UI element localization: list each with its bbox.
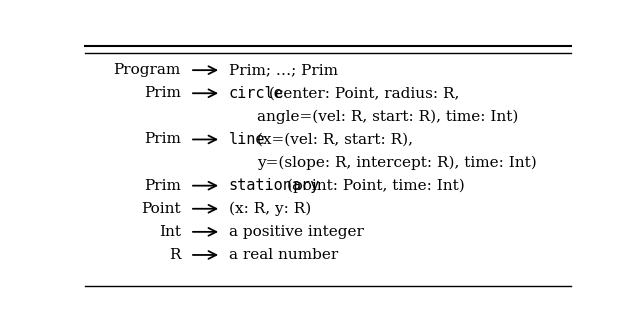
Text: (point: Point, time: Int): (point: Point, time: Int) — [287, 178, 465, 193]
Text: (center: Point, radius: R,: (center: Point, radius: R, — [264, 86, 459, 100]
Text: (x: R, y: R): (x: R, y: R) — [229, 202, 311, 216]
Text: Prim; …; Prim: Prim; …; Prim — [229, 63, 338, 77]
Text: stationary: stationary — [229, 178, 320, 193]
Text: Prim: Prim — [144, 133, 180, 147]
Text: Point: Point — [141, 202, 180, 216]
Text: Prim: Prim — [144, 179, 180, 193]
Text: R: R — [169, 248, 180, 262]
Text: Int: Int — [159, 225, 180, 239]
Text: Prim: Prim — [144, 86, 180, 100]
Text: Program: Program — [113, 63, 180, 77]
Text: a real number: a real number — [229, 248, 338, 262]
Text: angle=(vel: R, start: R), time: Int): angle=(vel: R, start: R), time: Int) — [257, 109, 518, 124]
Text: circle: circle — [229, 86, 284, 101]
Text: y=(slope: R, intercept: R), time: Int): y=(slope: R, intercept: R), time: Int) — [257, 155, 536, 170]
Text: (x=(vel: R, start: R),: (x=(vel: R, start: R), — [252, 133, 413, 147]
Text: a positive integer: a positive integer — [229, 225, 364, 239]
Text: line: line — [229, 132, 266, 147]
